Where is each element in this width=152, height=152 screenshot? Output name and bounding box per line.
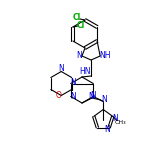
Text: O: O <box>55 91 61 100</box>
Text: HN: HN <box>79 67 91 76</box>
Text: N: N <box>112 114 118 123</box>
Text: N: N <box>70 78 76 87</box>
Text: Cl: Cl <box>73 14 81 22</box>
Text: N: N <box>90 90 96 100</box>
Text: N: N <box>76 52 82 60</box>
Text: N: N <box>101 95 107 104</box>
Text: NH: NH <box>99 52 111 60</box>
Text: N: N <box>88 92 94 101</box>
Text: N: N <box>70 92 76 101</box>
Text: Cl: Cl <box>77 21 85 29</box>
Text: N: N <box>58 64 64 73</box>
Text: N: N <box>104 125 110 134</box>
Text: CH₃: CH₃ <box>115 120 127 125</box>
